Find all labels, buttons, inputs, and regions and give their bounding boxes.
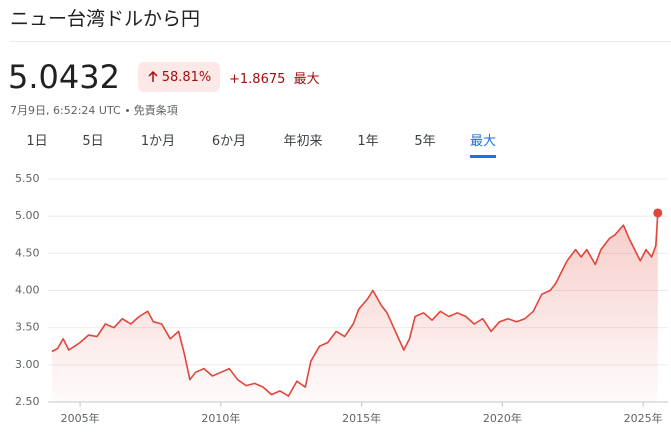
range-tab[interactable]: 5日 — [82, 134, 104, 149]
divider — [10, 41, 671, 42]
range-tab[interactable]: 年初来 — [283, 134, 323, 149]
y-tick-label: 5.50 — [15, 172, 40, 185]
change-info: +1.8675 最大 — [229, 68, 320, 87]
timestamp-row: 7月9日, 6:52:24 UTC 免責条項 — [10, 102, 178, 118]
range-tab[interactable]: 1年 — [357, 134, 379, 149]
y-tick-label: 4.50 — [15, 246, 40, 259]
range-tab[interactable]: 最大 — [469, 130, 497, 158]
area — [51, 213, 658, 402]
y-tick-label: 3.50 — [15, 321, 40, 334]
x-tick-label: 2025年 — [624, 411, 663, 425]
last-point — [653, 208, 663, 218]
price: 5.0432 — [8, 58, 120, 96]
x-tick-label: 2010年 — [201, 411, 240, 425]
range-tab[interactable]: 1日 — [26, 134, 48, 149]
y-tick-label: 5.00 — [15, 209, 40, 222]
y-tick-label: 3.00 — [15, 358, 40, 371]
timestamp: 7月9日, 6:52:24 UTC — [10, 104, 121, 117]
range-tab[interactable]: 6か月 — [211, 134, 247, 149]
period: 最大 — [293, 72, 320, 87]
up-arrow — [148, 71, 158, 82]
x-tick-label: 2005年 — [61, 411, 100, 425]
x-tick-label: 2020年 — [483, 411, 522, 425]
change-abs: +1.8675 — [229, 72, 286, 87]
price-line — [51, 212, 659, 397]
y-tick-label: 4.00 — [15, 284, 40, 297]
change-badge: 58.81% — [138, 62, 220, 92]
x-tick-label: 2015年 — [342, 411, 381, 425]
range-tab[interactable]: 5年 — [414, 134, 436, 149]
title: ニュー台湾ドルから円 — [10, 8, 201, 30]
disclaimer-link[interactable]: 免責条項 — [133, 104, 178, 117]
separator — [125, 108, 129, 112]
range-tab[interactable]: 1か月 — [140, 134, 176, 149]
y-tick-label: 2.50 — [15, 395, 40, 408]
change-percent: 58.81% — [161, 69, 212, 85]
